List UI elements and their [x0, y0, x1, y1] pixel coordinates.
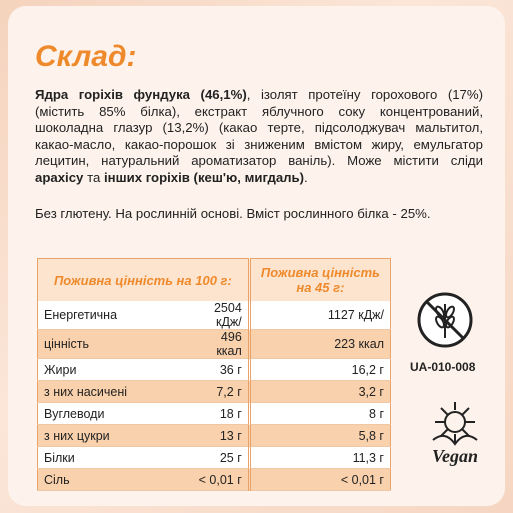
table-header: Поживна цінність на 100 г:: [37, 258, 250, 301]
row-value: 2504 кДж/: [190, 301, 250, 330]
row-label: з них насичені: [37, 380, 190, 403]
row-label: Сіль: [37, 468, 190, 491]
title: Склад:: [35, 40, 137, 73]
row-value: < 0,01 г: [190, 468, 250, 491]
table-row: Енергетична 2504 кДж/1127 кДж/: [37, 301, 391, 330]
row-value: 223 ккал: [247, 329, 391, 359]
ingredient-text: , ізолят протеїну горохового (17%) (міст…: [35, 87, 484, 168]
row-label: Жири: [37, 358, 190, 381]
row-value: 25 г: [190, 446, 250, 469]
row-label: Білки: [37, 446, 190, 469]
row-value: 1127 кДж/: [247, 301, 391, 330]
row-value: 16,2 г: [247, 358, 391, 381]
row-value: 11,3 г: [247, 446, 391, 469]
row-value: 13 г: [190, 424, 250, 447]
row-value: 3,2 г: [247, 380, 391, 403]
row-value: 18 г: [190, 402, 250, 425]
certificate: UA-010-008: [410, 360, 476, 374]
row-value: < 0,01 г: [247, 468, 391, 491]
ingredient-text: інших горіхів (кеш'ю, мигдаль): [103, 169, 305, 185]
ingredient-text: арахісу: [35, 169, 84, 185]
table-row: з них цукри 13 г 5,8 г: [37, 424, 391, 447]
ingredient-text: .: [304, 169, 308, 185]
table-row: Жири 36 г 16,2 г: [37, 358, 391, 381]
table-row: з них насичені 7,2 г 3,2 г: [37, 380, 391, 403]
row-value: 496 ккал: [190, 329, 250, 359]
ingredient-text: Ядра горіхів фундука (46,1%): [35, 87, 247, 102]
row-label: цінність: [37, 329, 190, 359]
vegan-label: Vegan: [432, 446, 479, 466]
row-value: 8 г: [247, 402, 391, 425]
ingredient-text: та: [83, 169, 104, 185]
row-label: з них цукри: [37, 424, 190, 447]
row-value: 5,8 г: [247, 424, 391, 447]
vegan-icon: [432, 402, 478, 446]
table-row: Білки 25 г 11,3 г: [37, 446, 391, 469]
ingredients: Ядра горіхів фундука (46,1%), ізолят про…: [35, 87, 483, 186]
table-header: Поживна цінність на 45 г:: [247, 258, 391, 301]
row-value: 7,2 г: [190, 380, 250, 403]
row-value: 36 г: [190, 358, 250, 381]
table-row: Сіль < 0,01 г < 0,01 г: [37, 468, 391, 491]
note: Без глютену. На рослинній основі. Вміст …: [35, 206, 431, 221]
row-label: Вуглеводи: [37, 402, 190, 425]
row-label: Енергетична: [37, 301, 190, 330]
nutrition-table: Поживна цінність на 100 г: Поживна цінні…: [37, 258, 391, 491]
gluten-free-icon: [417, 292, 473, 348]
table-row: цінність 496 ккал 223 ккал: [37, 329, 391, 359]
